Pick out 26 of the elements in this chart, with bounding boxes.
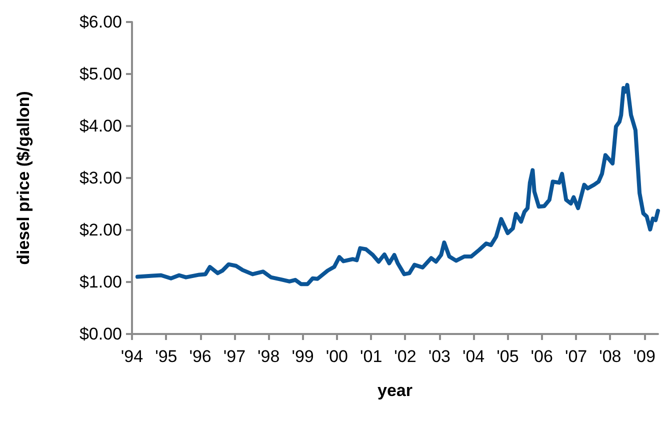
y-tick-label: $3.00 bbox=[79, 168, 122, 188]
x-tick-label: '06 bbox=[530, 347, 553, 366]
x-tick-label: '97 bbox=[223, 347, 246, 366]
x-tick-label: '99 bbox=[292, 347, 314, 366]
x-tick-label: '02 bbox=[394, 347, 416, 366]
y-tick-label: $2.00 bbox=[79, 220, 122, 240]
x-tick-label: '95 bbox=[155, 347, 178, 366]
y-tick-label: $0.00 bbox=[79, 324, 122, 344]
y-tick-label: $6.00 bbox=[79, 12, 122, 32]
x-tick-label: '09 bbox=[633, 347, 656, 366]
x-tick-label: '07 bbox=[564, 347, 588, 366]
y-axis-title: diesel price ($/gallon) bbox=[14, 91, 33, 265]
x-tick-label: '96 bbox=[189, 347, 212, 366]
y-tick-label: $4.00 bbox=[79, 116, 122, 136]
x-tick-label: '94 bbox=[120, 347, 144, 366]
x-tick-label: '03 bbox=[428, 347, 450, 366]
x-tick-label: '04 bbox=[462, 347, 485, 366]
y-tick-label: $1.00 bbox=[79, 272, 122, 292]
x-tick-label: '98 bbox=[258, 347, 280, 366]
x-tick-label: '01 bbox=[360, 347, 382, 366]
y-tick-label: $5.00 bbox=[79, 64, 122, 84]
x-axis-title: year bbox=[378, 381, 413, 400]
x-tick-label: '05 bbox=[496, 347, 519, 366]
line-series bbox=[135, 82, 660, 286]
x-tick-label: '00 bbox=[326, 347, 348, 366]
x-tick-label: '08 bbox=[599, 347, 622, 366]
